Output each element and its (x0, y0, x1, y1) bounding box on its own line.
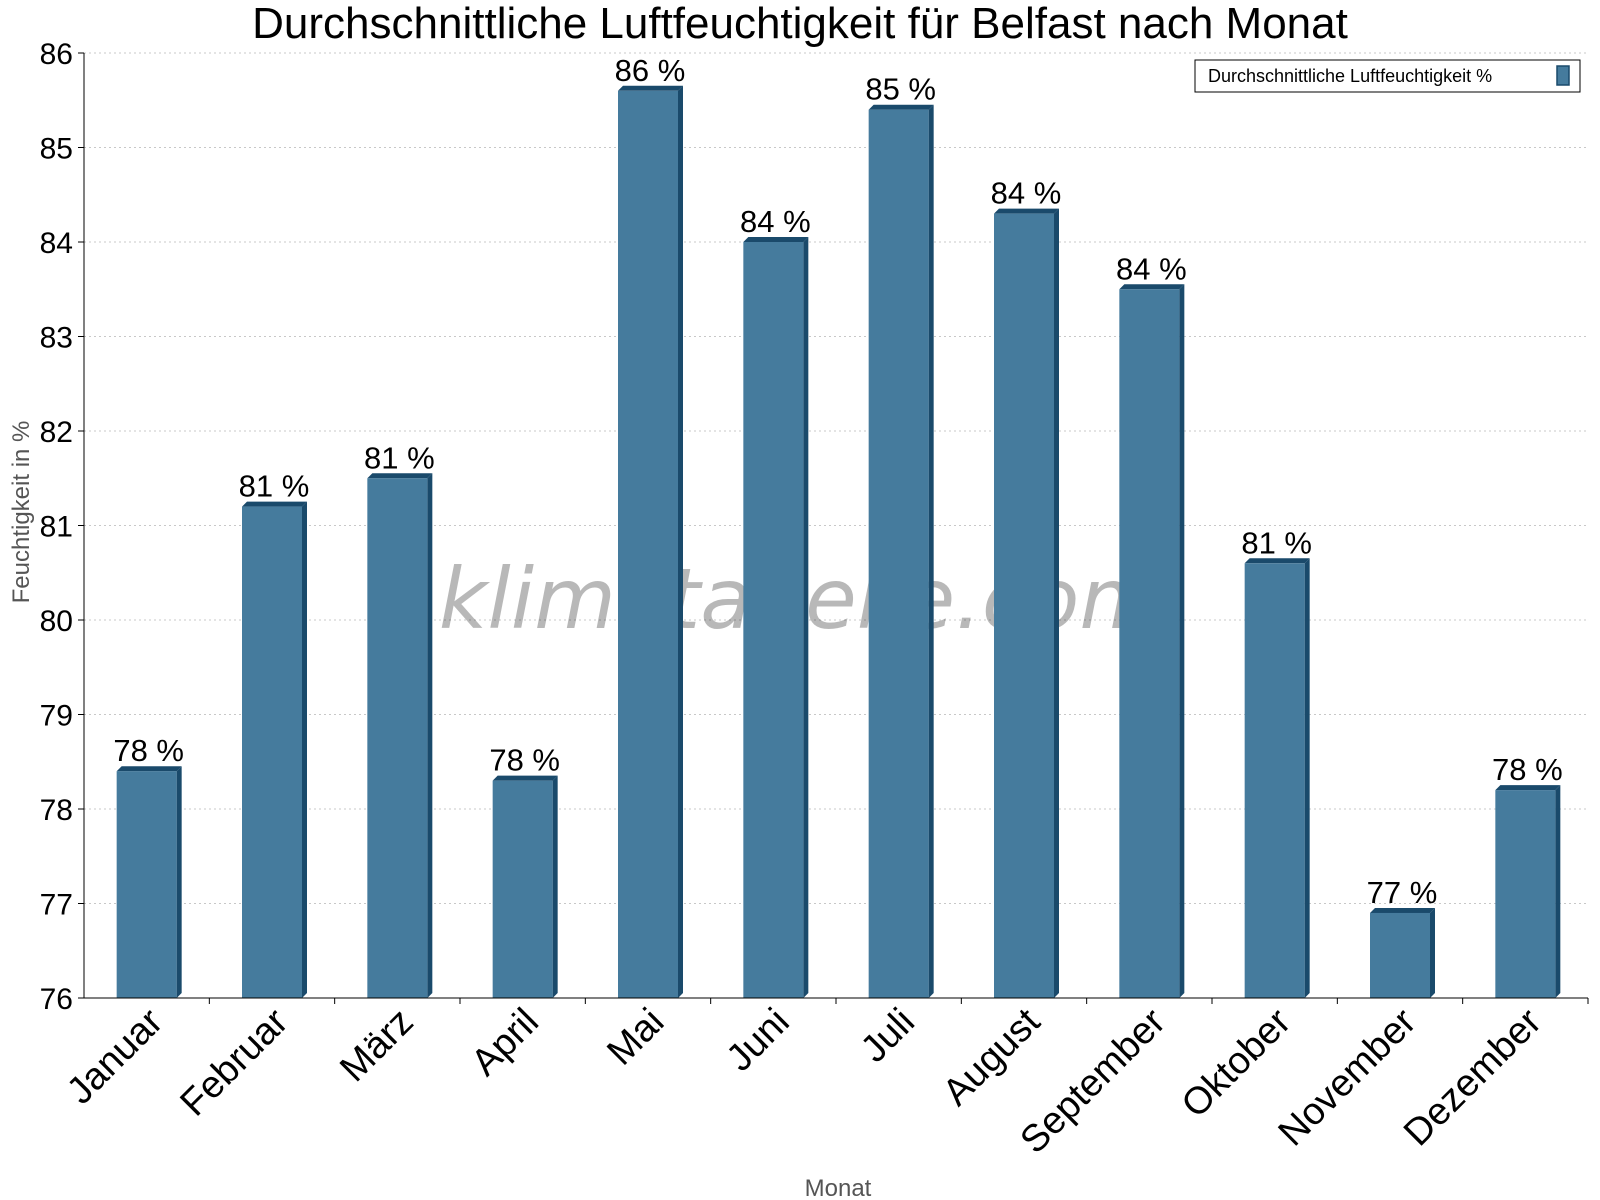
bar-side (1430, 907, 1435, 998)
x-axis-label: Monat (805, 1175, 872, 1200)
bar-side (1179, 284, 1185, 998)
x-tick-label: Dezember (1396, 1000, 1550, 1154)
data-label: 86 % (615, 53, 686, 88)
bar-side (552, 775, 558, 998)
bar-märz (367, 473, 433, 998)
y-tick-label: 80 (40, 605, 73, 638)
legend: Durchschnittliche Luftfeuchtigkeit % (1194, 59, 1581, 93)
data-label: 84 % (740, 204, 811, 239)
bar-top (116, 766, 182, 772)
data-label: 78 % (113, 733, 184, 768)
data-label: 84 % (991, 176, 1062, 211)
bar-februar (242, 501, 307, 998)
y-tick-label: 81 (40, 511, 73, 544)
bars (116, 85, 1561, 999)
legend-entry: Durchschnittliche Luftfeuchtigkeit % (1208, 66, 1492, 86)
bar-front (743, 242, 804, 998)
bar-side (928, 104, 934, 998)
x-tick-label: August (935, 1000, 1049, 1114)
x-tick-label: Juli (853, 1001, 923, 1071)
chart-title: Durchschnittliche Luftfeuchtigkeit für B… (252, 0, 1348, 48)
bar-side (1304, 558, 1310, 998)
bar-front (242, 506, 302, 998)
bar-top (743, 237, 809, 242)
bar-front (1119, 289, 1180, 998)
x-tick-label: Oktober (1174, 1000, 1300, 1126)
bar-top (242, 501, 307, 507)
y-tick-label: 84 (40, 227, 73, 260)
y-tick-label: 86 (40, 38, 73, 71)
data-label: 81 % (1241, 525, 1312, 560)
bar-front (994, 213, 1054, 998)
bar-top (1119, 284, 1185, 290)
bar-side (302, 501, 307, 998)
x-tick-label: Mai (599, 1001, 672, 1074)
bar-oktober (1244, 558, 1310, 998)
bar-top (367, 473, 433, 479)
bar-front (367, 478, 428, 998)
bar-juli (868, 104, 934, 998)
bar-side (803, 237, 809, 998)
bar-side (678, 85, 683, 999)
y-tick-label: 82 (40, 416, 73, 449)
axes (78, 52, 1589, 1004)
bar-front (492, 780, 553, 998)
legend-swatch (1556, 65, 1570, 86)
bar-top (492, 775, 558, 781)
bar-front (116, 771, 177, 998)
bar-top (868, 104, 934, 110)
bar-side (427, 473, 433, 998)
bar-januar (116, 766, 182, 998)
bar-front (618, 90, 678, 999)
bar-front (868, 109, 929, 998)
y-tick-labels: 76 77 78 79 80 81 82 83 84 85 86 (40, 38, 73, 1016)
x-tick-label: April (464, 1001, 547, 1084)
bar-front (1244, 563, 1305, 998)
bar-side (1054, 208, 1059, 998)
bar-top (994, 208, 1059, 214)
bar-side (176, 766, 182, 998)
data-label: 85 % (865, 72, 936, 107)
bar-november (1370, 907, 1435, 998)
y-tick-label: 83 (40, 322, 73, 355)
bar-dezember (1495, 785, 1561, 998)
y-tick-label: 78 (40, 794, 73, 827)
x-tick-label: März (332, 1001, 421, 1090)
y-axis-label: Feuchtigkeit in % (8, 421, 35, 604)
y-tick-label: 76 (40, 983, 73, 1016)
data-label: 77 % (1367, 875, 1438, 910)
data-label: 81 % (239, 469, 310, 504)
bar-juni (743, 237, 809, 998)
data-labels: 78 % 81 % 81 % 78 % 86 % 84 % 85 % 84 % 84 % 81 %… (113, 53, 1562, 910)
y-tick-label: 79 (40, 700, 73, 733)
bar-side (1555, 785, 1561, 998)
x-tick-label: Juni (719, 1001, 798, 1080)
y-tick-label: 77 (40, 889, 73, 922)
bar-august (994, 208, 1059, 998)
data-label: 78 % (489, 743, 560, 778)
y-tick-label: 85 (40, 133, 73, 166)
data-label: 84 % (1116, 251, 1187, 286)
bar-top (1370, 907, 1435, 913)
bar-front (1495, 790, 1556, 998)
bar-april (492, 775, 558, 998)
bar-top (1244, 558, 1310, 564)
x-tick-labels: Januar Februar März April Mai Juni Juli AugustS… (59, 1000, 1550, 1161)
legend-box (1194, 59, 1581, 93)
x-tick-label: Januar (59, 1000, 171, 1112)
gridlines (84, 52, 1588, 904)
x-tick-label: Februar (173, 1000, 297, 1124)
bar-mai (618, 85, 683, 999)
bar-top (1495, 785, 1561, 791)
data-label: 81 % (364, 440, 435, 475)
bar-september (1119, 284, 1185, 998)
bar-front (1370, 912, 1430, 998)
bar-top (618, 85, 683, 91)
data-label: 78 % (1492, 752, 1563, 787)
